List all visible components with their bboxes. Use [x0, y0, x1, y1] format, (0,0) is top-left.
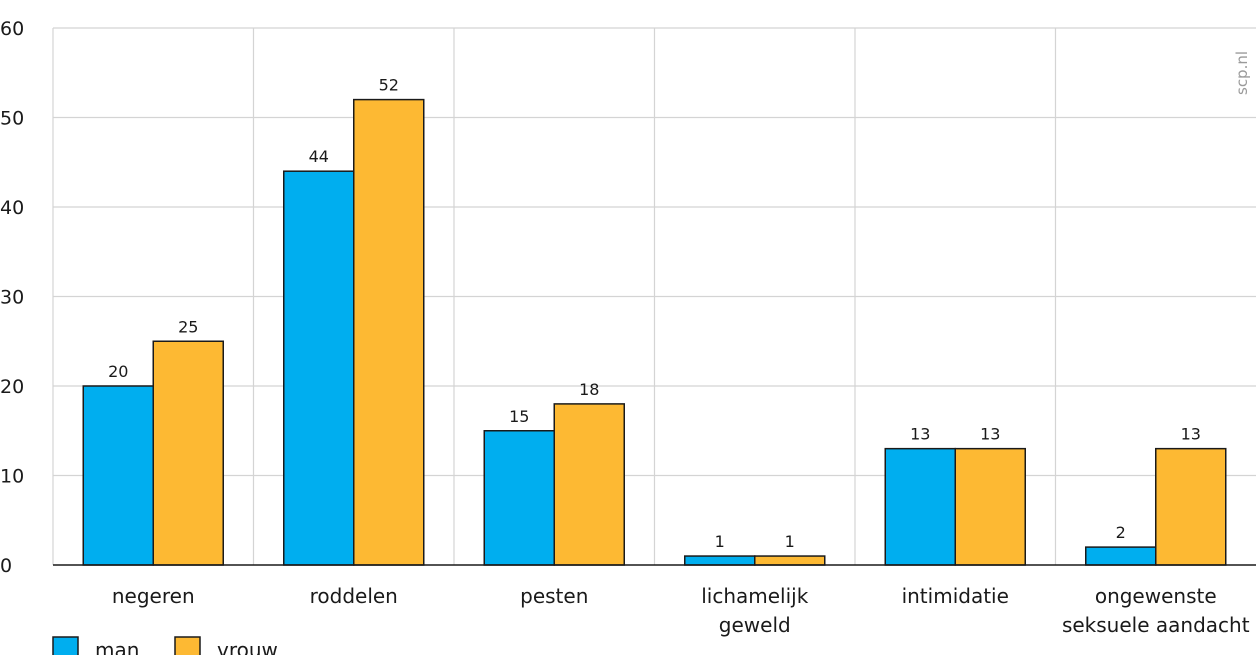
data-label-man: 1 — [715, 532, 725, 551]
data-label-man: 13 — [910, 425, 930, 444]
y-tick-label: 30 — [0, 287, 24, 309]
data-label-vrouw: 52 — [379, 76, 399, 95]
x-tick-label: negeren — [112, 584, 195, 608]
y-tick-label: 0 — [0, 555, 12, 577]
bar-vrouw — [553, 403, 625, 566]
bar-man — [884, 447, 956, 566]
y-tick-label: 60 — [0, 18, 24, 40]
source-watermark: scp.nl — [1233, 51, 1251, 95]
gridlines — [52, 27, 1256, 565]
data-label-vrouw: 13 — [980, 425, 1000, 444]
bar-man — [283, 170, 355, 566]
bar-vrouw — [954, 447, 1026, 566]
legend: man vrouw — [52, 636, 278, 655]
y-tick-label: 40 — [0, 197, 24, 219]
data-label-man: 2 — [1116, 523, 1126, 542]
bar-man — [483, 430, 555, 566]
x-tick-label: pesten — [520, 584, 588, 608]
bar-vrouw — [754, 555, 826, 566]
data-label-vrouw: 1 — [785, 532, 795, 551]
bar-man — [684, 555, 756, 566]
data-label-man: 44 — [309, 147, 329, 166]
x-tick-label: ongewenste seksuele aandacht — [1062, 584, 1250, 637]
bar-vrouw — [1155, 447, 1227, 566]
bar-vrouw — [353, 98, 425, 566]
bar-man — [82, 385, 154, 566]
data-label-vrouw: 13 — [1181, 425, 1201, 444]
x-axis: negeren roddelen pesten lichamelijk geweld in… — [53, 564, 1256, 637]
x-tick-label: lichamelijk geweld — [701, 584, 808, 637]
legend-swatch-man — [52, 636, 79, 655]
legend-label-man: man — [95, 638, 139, 655]
y-tick-label: 20 — [0, 376, 24, 398]
legend-swatch-vrouw — [174, 636, 201, 655]
x-tick-label: roddelen — [310, 584, 398, 608]
x-tick-label: intimidatie — [902, 584, 1009, 608]
data-label-man: 15 — [509, 407, 529, 426]
y-tick-label: 10 — [0, 466, 24, 488]
legend-label-vrouw: vrouw — [217, 638, 278, 655]
bars — [82, 98, 1227, 566]
bar-vrouw — [152, 340, 224, 566]
data-label-vrouw: 25 — [178, 317, 198, 336]
bar-man — [1085, 546, 1157, 566]
data-label-man: 20 — [108, 362, 128, 381]
data-labels: 20 25 44 52 15 18 1 1 13 13 2 13 — [108, 76, 1201, 551]
y-tick-label: 50 — [0, 108, 24, 130]
y-axis-ticks: 0 10 20 30 40 50 60 — [0, 18, 24, 577]
data-label-vrouw: 18 — [579, 380, 599, 399]
